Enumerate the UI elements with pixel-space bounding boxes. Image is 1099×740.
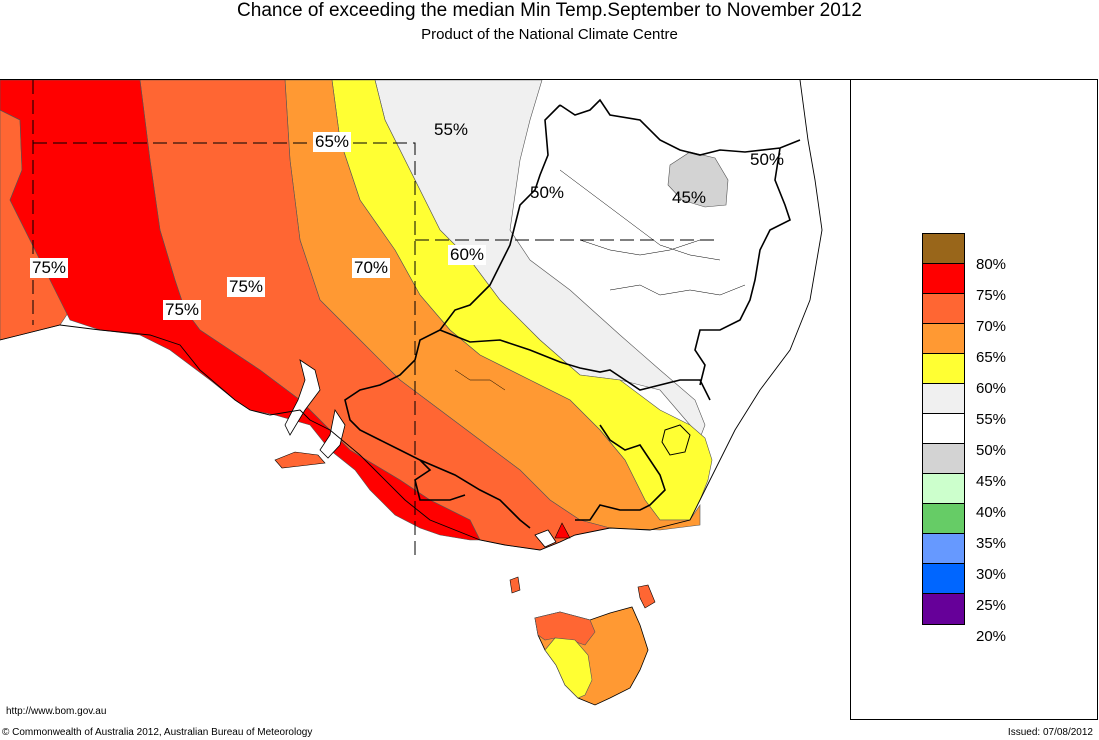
port-phillip-bay [534,529,557,548]
legend-label-65: 65% [976,349,1007,366]
legend-swatch-70 [922,293,965,323]
tasmania-zone-60 [544,637,593,699]
flinders-island [637,584,656,609]
legend-swatch-30 [922,533,965,563]
probability-map: 65% 55% 50% 45% 50% 60% 70% 75% 75% 75% [0,80,850,720]
spencer-gulf [284,359,321,436]
issued-date: Issued: 07/08/2012 [1007,727,1093,738]
district-boundaries [344,98,801,529]
legend-swatch-40 [922,473,965,503]
contour-label-55: 55% [434,120,469,139]
legend-swatch-35 [922,503,965,533]
king-island [509,576,521,594]
coastline [0,80,823,551]
zone-75-spot [554,522,571,539]
map-subtitle: Product of the National Climate Centre [421,26,678,43]
contour-label-50-east: 50% [750,150,785,169]
legend-label-30: 30% [976,566,1007,583]
contour-label-50-west: 50% [530,183,565,202]
legend-swatch-55 [922,383,965,413]
contour-label-45: 45% [672,188,707,207]
legend-label-50: 50% [976,442,1007,459]
legend-swatch-45 [922,443,965,473]
legend-label-40: 40% [976,504,1007,521]
legend-swatch-20 [922,593,965,625]
legend-label-20: 20% [976,628,1007,645]
contour-label-65: 65% [313,132,352,152]
legend-swatch-25 [922,563,965,593]
contour-label-75-west: 75% [30,258,69,278]
state-border-dashed [32,80,720,560]
contour-label-70: 70% [352,258,391,278]
legend-label-70: 70% [976,318,1007,335]
legend-label-45: 45% [976,473,1007,490]
legend-label-60: 60% [976,380,1007,397]
legend-swatch-80 [922,233,965,263]
legend-label-75: 75% [976,287,1007,304]
contour-label-75-south: 75% [163,300,202,320]
gulf-st-vincent [319,408,346,459]
panel-divider [850,80,851,720]
legend-label-25: 25% [976,597,1007,614]
legend-swatch-50 [922,413,965,443]
legend-label-55: 55% [976,411,1007,428]
minor-lines [454,169,746,391]
legend [922,233,966,625]
lake-outline [661,424,691,456]
legend-swatch-65 [922,323,965,353]
legend-swatch-75 [922,263,965,293]
kangaroo-island [274,451,326,469]
contour-label-60: 60% [448,245,487,265]
legend-label-35: 35% [976,535,1007,552]
map-svg [0,80,850,720]
map-title: Chance of exceeding the median Min Temp.… [237,0,862,21]
legend-label-80: 80% [976,256,1007,273]
legend-swatch-60 [922,353,965,383]
source-url[interactable]: http://www.bom.gov.au [6,706,107,717]
copyright-notice: © Commonwealth of Australia 2012, Austra… [2,727,313,738]
contour-label-75-central: 75% [227,277,266,297]
